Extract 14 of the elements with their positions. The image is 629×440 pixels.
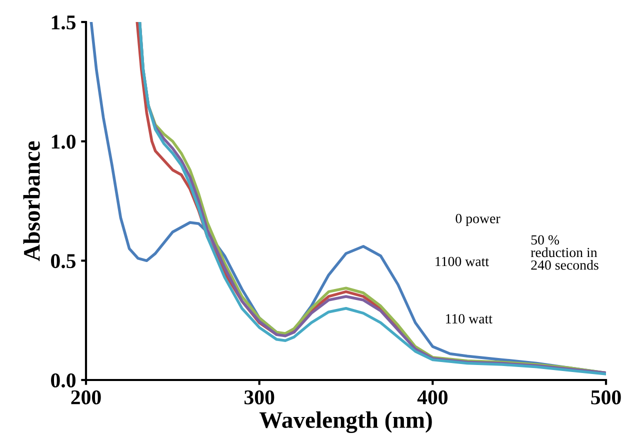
x-tick-label: 400	[417, 390, 448, 404]
x-tick-label: 300	[244, 390, 274, 404]
y-axis-title: Absorbance	[23, 141, 40, 262]
annotation: 0 power	[456, 214, 500, 226]
annotation: 110 watt	[446, 314, 492, 324]
y-tick-label: 0.5	[51, 254, 76, 268]
x-tick-label: 200	[71, 390, 101, 404]
x-axis-title: Wavelength (nm)	[259, 411, 432, 433]
x-tick-label: 500	[591, 390, 621, 404]
y-tick-label: 1.5	[52, 15, 76, 30]
y-tick-label: 1.0	[52, 134, 76, 149]
y-tick-label: 0.0	[51, 373, 76, 388]
annotation: 50 % reduction in 240 seconds	[530, 235, 598, 270]
annotation: 1100 watt	[436, 256, 489, 266]
